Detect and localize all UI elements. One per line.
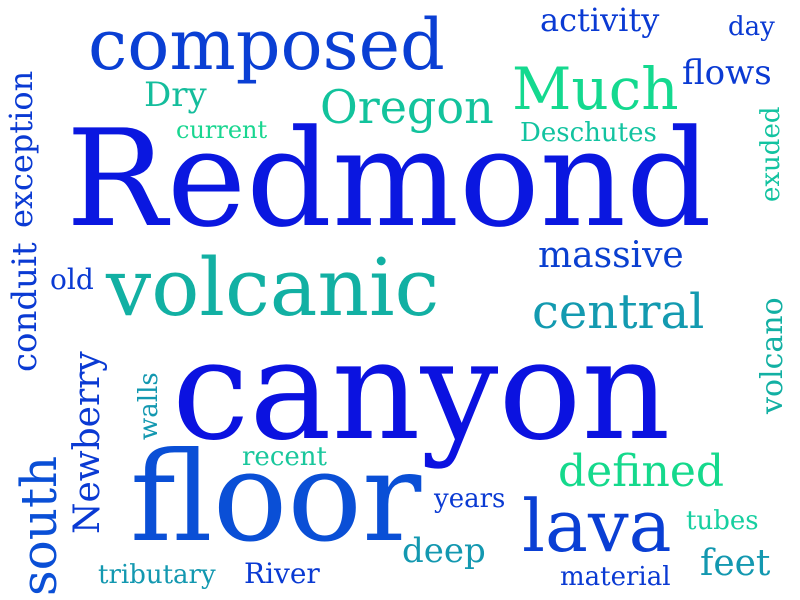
word-deschutes: Deschutes: [520, 118, 657, 148]
word-dry: Dry: [144, 75, 207, 115]
word-massive: massive: [538, 235, 684, 276]
word-flows: flows: [682, 53, 772, 93]
word-day: day: [728, 12, 775, 42]
word-canyon: canyon: [172, 310, 671, 471]
word-newberry: Newberry: [67, 351, 108, 534]
word-recent: recent: [242, 442, 327, 472]
word-material: material: [560, 562, 671, 592]
word-exuded: exuded: [756, 106, 786, 202]
word-tributary: tributary: [98, 560, 216, 590]
word-redmond: Redmond: [66, 101, 712, 257]
word-old: old: [50, 263, 94, 296]
word-years: years: [434, 484, 506, 514]
word-south: south: [10, 455, 68, 596]
word-current: current: [176, 116, 268, 144]
word-volcanic: volcanic: [106, 241, 440, 334]
word-oregon: Oregon: [320, 80, 494, 134]
word-volcano: volcano: [755, 297, 790, 414]
word-river: River: [244, 557, 320, 590]
word-composed: composed: [88, 4, 445, 86]
word-activity: activity: [540, 1, 660, 39]
word-feet: feet: [700, 543, 771, 584]
word-floor: floor: [130, 426, 422, 570]
word-walls: walls: [134, 372, 164, 440]
word-lava: lava: [522, 484, 672, 568]
word-deep: deep: [402, 531, 486, 571]
word-much: Much: [512, 55, 679, 123]
word-conduit: conduit: [5, 242, 45, 372]
word-central: central: [532, 284, 705, 340]
word-exception: exception: [2, 70, 40, 228]
word-tubes: tubes: [686, 506, 759, 536]
word-defined: defined: [558, 446, 725, 497]
